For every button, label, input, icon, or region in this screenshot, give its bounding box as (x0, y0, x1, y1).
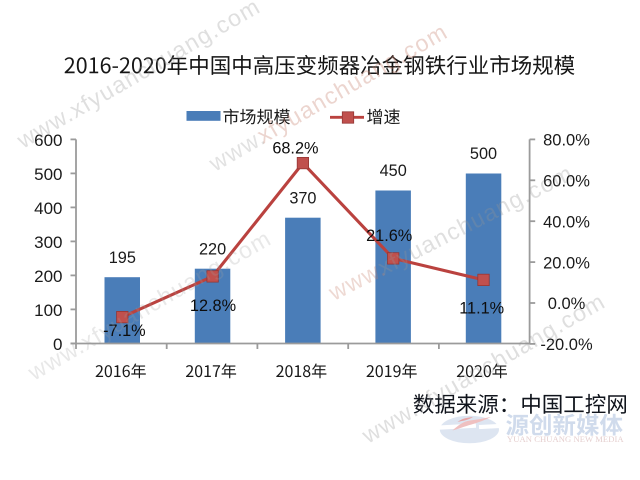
svg-text:80.0%: 80.0% (543, 132, 590, 150)
svg-text:0.0%: 0.0% (548, 295, 586, 313)
svg-text:-7.1%: -7.1% (103, 322, 146, 340)
svg-text:200: 200 (34, 267, 62, 286)
svg-text:500: 500 (34, 165, 62, 184)
svg-text:300: 300 (34, 233, 62, 252)
svg-text:12.8%: 12.8% (190, 297, 236, 315)
svg-text:20.0%: 20.0% (543, 254, 590, 272)
svg-text:0: 0 (53, 335, 62, 354)
svg-text:370: 370 (289, 189, 316, 207)
svg-text:YUAN CHUANG NEW MEDIA: YUAN CHUANG NEW MEDIA (507, 434, 624, 444)
svg-text:11.1%: 11.1% (459, 299, 504, 317)
svg-text:600: 600 (34, 131, 62, 150)
svg-text:-20.0%: -20.0% (540, 336, 593, 354)
svg-text:195: 195 (109, 249, 136, 267)
svg-text:100: 100 (34, 301, 62, 320)
svg-text:220: 220 (199, 240, 226, 258)
svg-text:450: 450 (380, 162, 407, 180)
svg-text:60.0%: 60.0% (543, 173, 590, 191)
svg-text:400: 400 (34, 199, 62, 218)
svg-text:500: 500 (470, 145, 497, 163)
svg-text:40.0%: 40.0% (543, 213, 590, 231)
svg-text:21.6%: 21.6% (366, 227, 412, 245)
svg-text:68.2%: 68.2% (272, 140, 318, 158)
